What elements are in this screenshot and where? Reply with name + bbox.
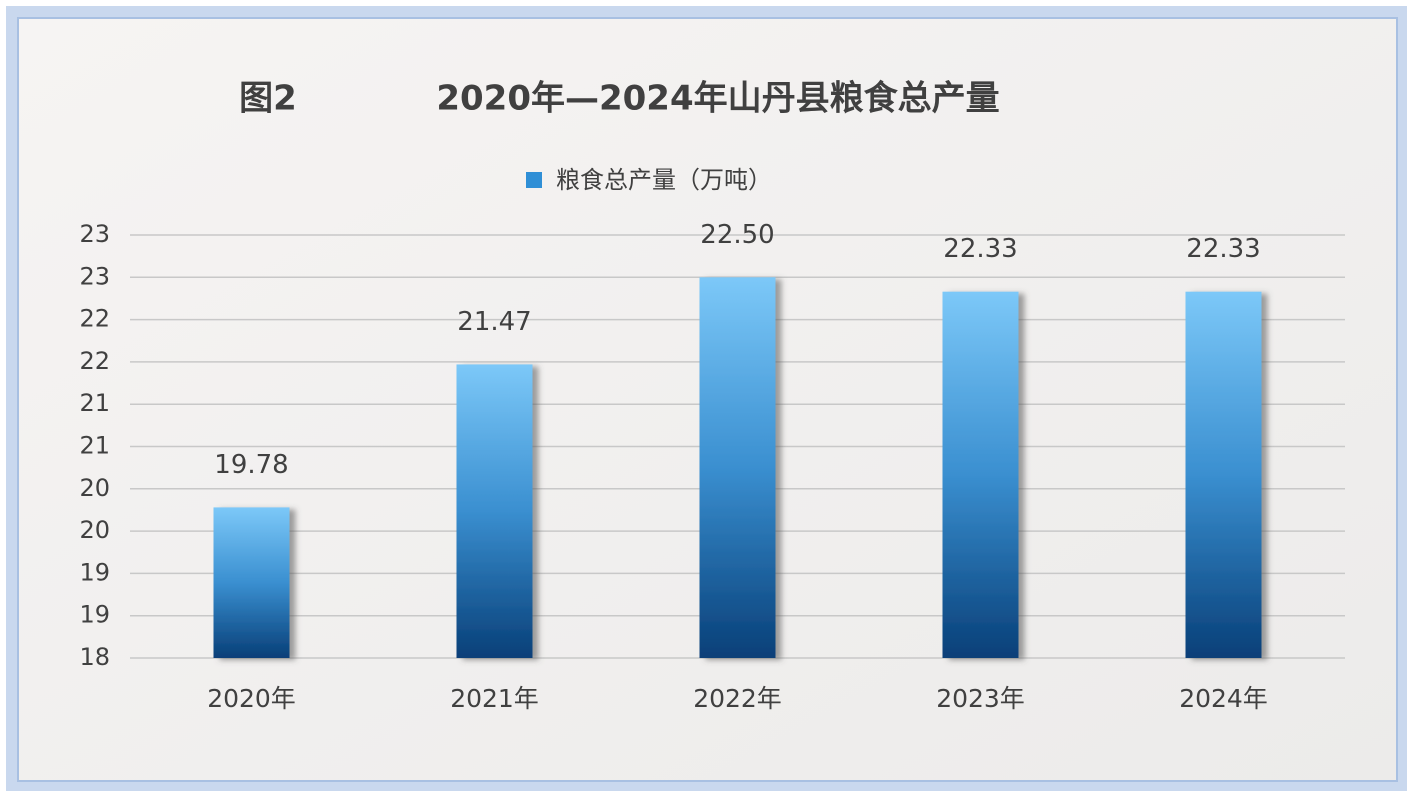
bar — [213, 507, 290, 658]
x-tick-label: 2020年 — [207, 684, 296, 713]
x-tick-label: 2024年 — [1179, 684, 1268, 713]
y-tick-label: 18 — [79, 643, 110, 671]
x-tick-label: 2023年 — [936, 684, 1025, 713]
y-tick-label: 20 — [79, 474, 110, 502]
y-tick-label: 22 — [79, 305, 110, 333]
y-tick-label: 23 — [79, 220, 110, 248]
y-tick-label: 19 — [79, 601, 110, 629]
figure-label: 图2 — [239, 79, 297, 119]
bar — [456, 364, 533, 658]
data-label: 22.33 — [943, 234, 1017, 264]
x-tick-label: 2022年 — [693, 684, 782, 713]
data-label: 22.33 — [1186, 234, 1260, 264]
data-label: 19.78 — [214, 450, 288, 480]
data-label: 21.47 — [457, 307, 531, 337]
y-tick-label: 21 — [79, 432, 110, 460]
data-label: 22.50 — [700, 220, 774, 250]
y-tick-label: 19 — [79, 558, 110, 586]
bar — [699, 277, 776, 658]
bar — [1185, 291, 1262, 658]
y-tick-label: 22 — [79, 347, 110, 375]
chart-title: 2020年—2024年山丹县粮食总产量 — [436, 79, 999, 119]
legend: 粮食总产量（万吨） — [526, 166, 772, 194]
y-tick-label: 21 — [79, 389, 110, 417]
legend-swatch — [526, 172, 542, 188]
legend-label: 粮食总产量（万吨） — [556, 166, 772, 194]
y-tick-label: 23 — [79, 262, 110, 290]
bar — [942, 291, 1019, 658]
y-tick-label: 20 — [79, 516, 110, 544]
x-tick-label: 2021年 — [450, 684, 539, 713]
